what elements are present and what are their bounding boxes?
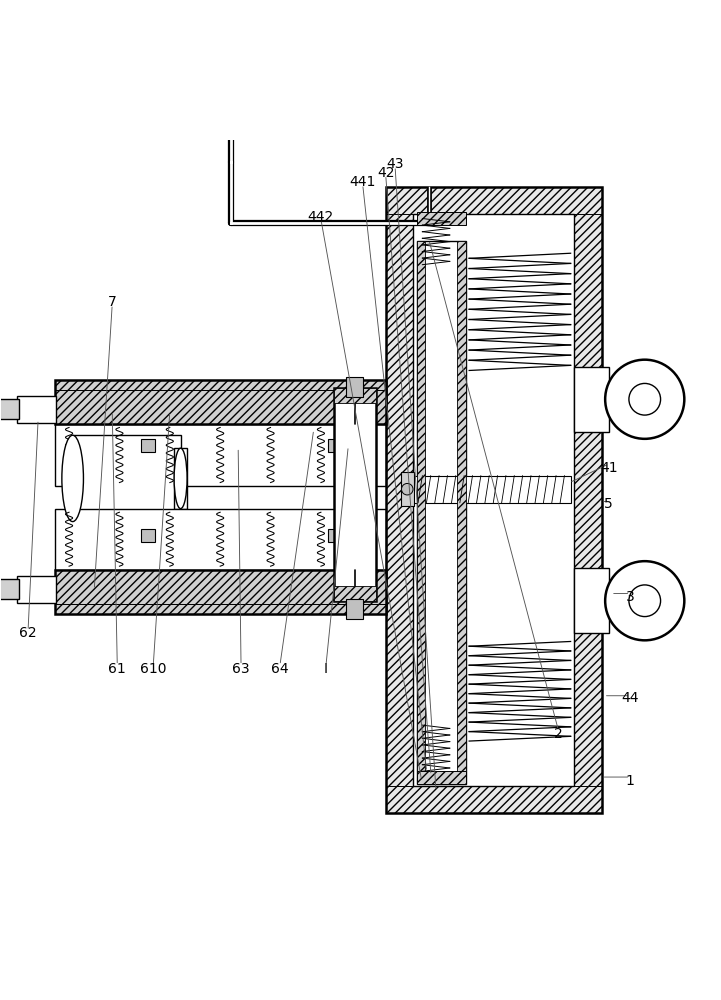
Text: 441: 441 (350, 175, 376, 189)
Bar (346, 599, 363, 619)
Bar (328, 439, 342, 452)
Bar (401, 472, 414, 506)
Bar (410, 476, 570, 503)
Text: 442: 442 (308, 210, 334, 224)
Bar (174, 448, 187, 509)
Bar (17, 396, 56, 423)
Bar (328, 529, 342, 542)
Text: I: I (324, 662, 328, 676)
Bar (386, 187, 413, 813)
Text: 42: 42 (377, 166, 394, 180)
Bar (73, 435, 180, 522)
Ellipse shape (62, 435, 84, 522)
Bar (457, 241, 466, 784)
Bar (0, 399, 19, 419)
Text: 61: 61 (108, 662, 126, 676)
Bar (334, 586, 376, 601)
Bar (574, 187, 601, 813)
Bar (334, 388, 376, 403)
Bar (55, 424, 386, 486)
Circle shape (224, 122, 238, 137)
Text: 44: 44 (622, 691, 639, 705)
Bar (55, 604, 386, 614)
Bar (417, 212, 466, 225)
Bar (0, 579, 19, 599)
Text: 2: 2 (554, 727, 563, 741)
Text: 43: 43 (386, 157, 404, 171)
Text: 5: 5 (604, 497, 613, 511)
Bar (55, 570, 386, 614)
Bar (386, 187, 601, 813)
Bar (17, 576, 56, 603)
Circle shape (402, 483, 413, 495)
Text: 63: 63 (232, 662, 250, 676)
Bar (417, 241, 425, 784)
Bar (413, 214, 574, 786)
Circle shape (605, 561, 684, 640)
Bar (386, 786, 601, 813)
Bar (574, 568, 609, 633)
Bar (55, 380, 386, 424)
Bar (141, 439, 156, 452)
Text: 41: 41 (600, 461, 618, 475)
Text: 62: 62 (19, 626, 37, 640)
Bar (417, 771, 466, 784)
Bar (334, 388, 376, 601)
Text: 610: 610 (140, 662, 167, 676)
Bar (346, 377, 363, 397)
Bar (574, 367, 609, 432)
Circle shape (629, 383, 660, 415)
Bar (417, 241, 466, 784)
Bar (386, 187, 601, 214)
Bar (55, 390, 386, 424)
Text: 3: 3 (626, 590, 634, 604)
Text: 7: 7 (108, 295, 117, 309)
Bar (141, 529, 156, 542)
Circle shape (629, 585, 660, 617)
Text: 64: 64 (271, 662, 288, 676)
Circle shape (605, 360, 684, 439)
Bar (55, 570, 386, 604)
Bar (55, 509, 386, 570)
Text: 1: 1 (626, 774, 634, 788)
Ellipse shape (174, 448, 187, 509)
Bar (55, 380, 386, 390)
